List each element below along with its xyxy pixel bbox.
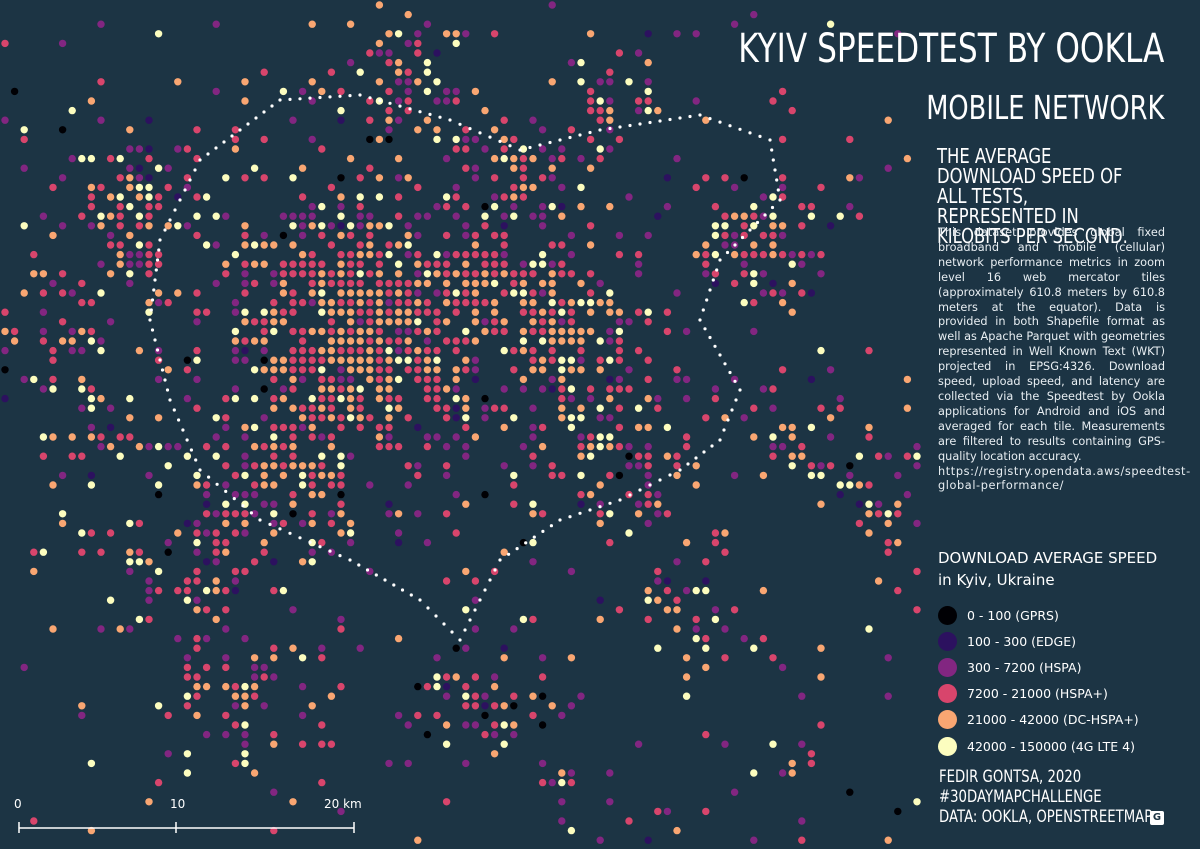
description-heading: The average download speed of all tests,… bbox=[937, 144, 1128, 248]
legend-item-hspa: 300 - 7200 (HSPA) bbox=[938, 654, 1139, 680]
legend-item-lte: 42000 - 150000 (4G LTE 4) bbox=[938, 733, 1139, 759]
credits: FEDIR GONTSA, 2020 #30DAYMAPCHALLENGE DA… bbox=[939, 767, 1152, 827]
ring-road-dots bbox=[148, 93, 782, 642]
speed-tiles bbox=[1, 1, 921, 844]
legend-item-dc-hspa: 21000 - 42000 (DC-HSPA+) bbox=[938, 707, 1139, 733]
legend-title-main: DOWNLOAD AVERAGE SPEED bbox=[938, 549, 1158, 567]
scale-label-20: 20 km bbox=[324, 797, 362, 811]
data-source-url[interactable]: https://registry.opendata.aws/speedtest-… bbox=[938, 464, 1191, 493]
legend-swatch-edge bbox=[938, 631, 957, 651]
legend-label-hspa-plus: 7200 - 21000 (HSPA+) bbox=[967, 686, 1108, 702]
legend-title-sub: in Kyiv, Ukraine bbox=[938, 571, 1055, 589]
legend-title: DOWNLOAD AVERAGE SPEED in Kyiv, Ukraine bbox=[938, 547, 1157, 591]
legend-swatch-hspa bbox=[938, 657, 957, 677]
credit-data-source: DATA: OOKLA, OPENSTREETMAP bbox=[939, 807, 1153, 827]
description-text: This dataset provides global fixed broad… bbox=[938, 226, 1165, 463]
scale-label-0: 0 bbox=[14, 797, 22, 811]
legend-swatch-hspa-plus bbox=[938, 684, 957, 704]
credit-hashtag: #30DAYMAPCHALLENGE bbox=[939, 787, 1102, 807]
legend-label-hspa: 300 - 7200 (HSPA) bbox=[967, 659, 1082, 675]
legend-item-edge: 100 - 300 (EDGE) bbox=[938, 628, 1139, 654]
legend-label-lte: 42000 - 150000 (4G LTE 4) bbox=[967, 738, 1135, 754]
speed-tile-map bbox=[1, 1, 921, 844]
legend-label-dc-hspa: 21000 - 42000 (DC-HSPA+) bbox=[967, 712, 1139, 728]
legend-label-edge: 100 - 300 (EDGE) bbox=[967, 633, 1077, 649]
legend-label-gprs: 0 - 100 (GPRS) bbox=[967, 607, 1059, 623]
description-body: This dataset provides global fixed broad… bbox=[938, 226, 1191, 494]
legend-item-hspa-plus: 7200 - 21000 (HSPA+) bbox=[938, 681, 1139, 707]
legend: 0 - 100 (GPRS) 100 - 300 (EDGE) 300 - 72… bbox=[938, 602, 1139, 759]
map-title: KYIV SPEEDTEST BY OOKLA bbox=[737, 26, 1164, 72]
legend-swatch-dc-hspa bbox=[938, 710, 957, 730]
legend-swatch-lte bbox=[938, 736, 957, 756]
legend-item-gprs: 0 - 100 (GPRS) bbox=[938, 602, 1139, 628]
scale-bar bbox=[18, 822, 355, 833]
credit-author: FEDIR GONTSA, 2020 bbox=[939, 767, 1082, 787]
legend-swatch-gprs bbox=[938, 605, 957, 625]
map-subtitle: MOBILE NETWORK bbox=[925, 88, 1164, 127]
g-logo-icon: G bbox=[1150, 811, 1164, 825]
scale-label-10: 10 bbox=[170, 797, 186, 811]
